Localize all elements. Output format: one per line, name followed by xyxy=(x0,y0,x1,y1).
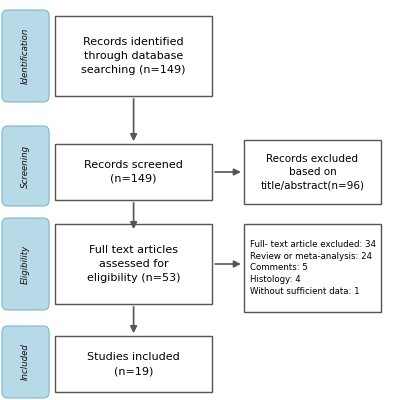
FancyBboxPatch shape xyxy=(2,126,49,206)
FancyBboxPatch shape xyxy=(2,218,49,310)
FancyBboxPatch shape xyxy=(55,224,212,304)
FancyBboxPatch shape xyxy=(244,140,381,204)
Text: Records excluded
based on
title/abstract(n=96): Records excluded based on title/abstract… xyxy=(261,154,364,190)
Text: Included: Included xyxy=(21,344,30,380)
Text: Identification: Identification xyxy=(21,28,30,84)
Text: Eligibility: Eligibility xyxy=(21,244,30,284)
FancyBboxPatch shape xyxy=(2,10,49,102)
FancyBboxPatch shape xyxy=(244,224,381,312)
Text: Records screened
(n=149): Records screened (n=149) xyxy=(84,160,183,184)
Text: Studies included
(n=19): Studies included (n=19) xyxy=(87,352,180,376)
FancyBboxPatch shape xyxy=(55,336,212,392)
Text: Records identified
through database
searching (n=149): Records identified through database sear… xyxy=(81,37,186,75)
FancyBboxPatch shape xyxy=(55,16,212,96)
FancyBboxPatch shape xyxy=(2,326,49,398)
Text: Full- text article excluded: 34
Review or meta-analysis: 24
Comments: 5
Histolog: Full- text article excluded: 34 Review o… xyxy=(250,240,376,296)
Text: Screening: Screening xyxy=(21,144,30,188)
FancyBboxPatch shape xyxy=(55,144,212,200)
Text: Full text articles
assessed for
eligibility (n=53): Full text articles assessed for eligibil… xyxy=(87,245,180,283)
